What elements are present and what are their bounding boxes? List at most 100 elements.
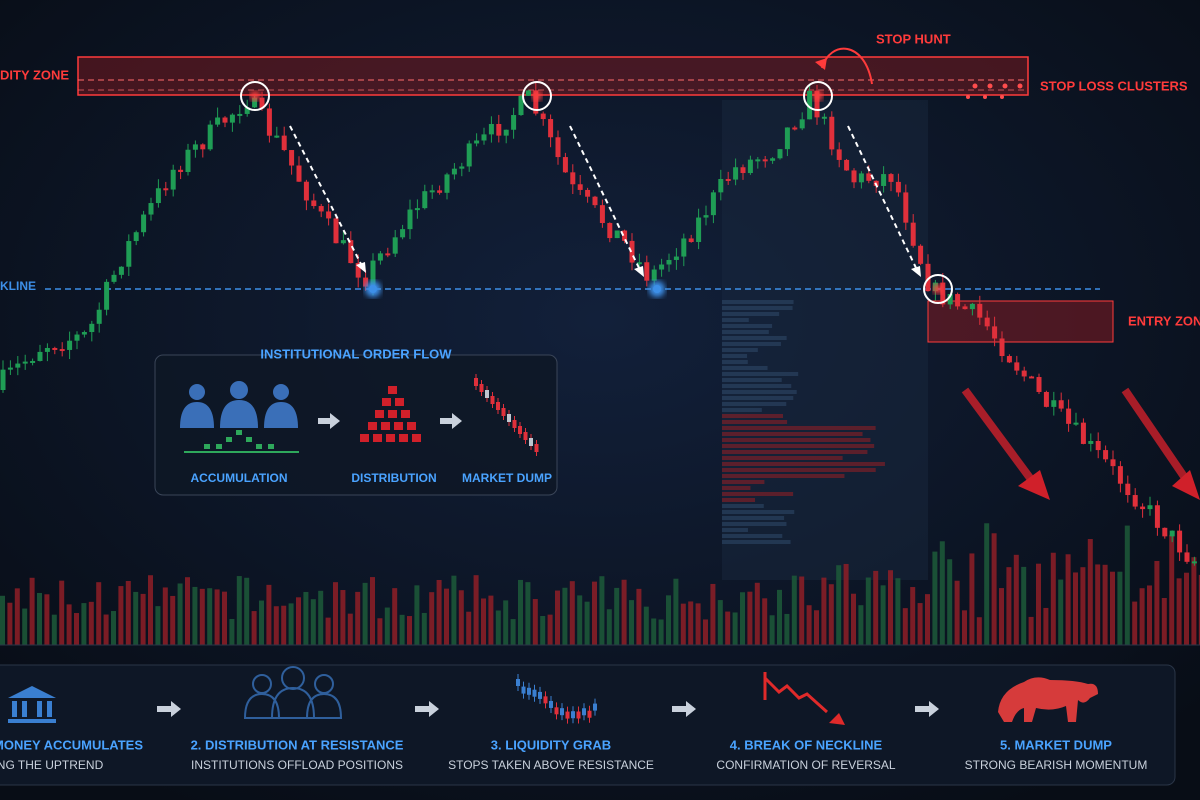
volume-bar <box>1013 554 1019 645</box>
volume-bar <box>769 615 775 645</box>
profile-bar <box>722 438 871 442</box>
volume-bar <box>1124 525 1130 645</box>
candle-body <box>466 143 472 167</box>
volume-bar <box>592 581 597 645</box>
candle-body <box>52 347 58 350</box>
volume-bar <box>333 582 338 645</box>
candle-body <box>540 113 546 120</box>
people-icon <box>180 381 298 428</box>
volume-bar <box>7 602 13 645</box>
candle-body <box>274 135 280 138</box>
volume-bar <box>281 605 287 645</box>
candle-body <box>1021 370 1027 377</box>
peak-dots <box>250 91 943 294</box>
candle-body <box>355 263 361 278</box>
candle-body <box>200 144 206 150</box>
candle-body <box>659 264 665 270</box>
candle-body <box>1043 391 1049 407</box>
volume-bar <box>1154 560 1160 645</box>
arrow-heads <box>356 262 921 277</box>
mini-body <box>576 711 581 719</box>
candle-body <box>1080 422 1086 444</box>
volume-bar <box>288 603 294 645</box>
candle-body <box>444 174 450 193</box>
candle-body <box>807 90 813 120</box>
candle-body <box>1103 450 1109 460</box>
volume-bar <box>458 590 464 645</box>
volume-bar <box>658 619 664 645</box>
candle-body <box>1036 377 1042 392</box>
volume-bar <box>407 616 412 645</box>
distribution-pyramid <box>360 386 421 442</box>
candle-body <box>725 178 731 181</box>
stage-label: DISTRIBUTION <box>351 471 436 485</box>
volume-bar <box>643 606 649 645</box>
candle-body <box>511 115 517 130</box>
volume-bar <box>192 586 198 645</box>
candle-body <box>237 113 243 116</box>
candle-body <box>918 245 924 264</box>
candle-body <box>821 116 827 119</box>
volume-bar <box>44 594 50 645</box>
volume-bar <box>74 613 79 645</box>
volume-bar <box>236 576 242 645</box>
candle-body <box>215 117 221 125</box>
break-icon <box>763 672 829 714</box>
volume-bar <box>495 610 501 645</box>
candle-body <box>44 347 50 352</box>
volume-bar <box>1117 571 1123 645</box>
candle-body <box>118 266 124 275</box>
candle-body <box>451 168 457 175</box>
volume-bar <box>244 577 250 645</box>
volume-bar <box>999 588 1004 645</box>
step-subtitle: STOPS TAKEN ABOVE RESISTANCE <box>448 758 654 772</box>
volume-bar <box>14 588 20 645</box>
candle-body <box>903 192 909 223</box>
volume-bar <box>695 603 701 645</box>
volume-bar <box>636 588 642 645</box>
mini-body <box>534 444 539 452</box>
volume-bar <box>1065 554 1071 645</box>
candle-body <box>192 144 198 150</box>
volume-bar <box>895 578 901 645</box>
candle-body <box>496 124 502 136</box>
mini-body <box>516 679 520 687</box>
profile-bar <box>722 390 797 394</box>
profile-bar <box>722 318 749 322</box>
candle-body <box>407 209 413 230</box>
volume-bar <box>784 613 790 645</box>
volume-bar <box>984 523 990 645</box>
profile-bar <box>722 462 885 466</box>
volume-bar <box>1110 571 1115 645</box>
volume-bar <box>222 591 227 645</box>
volume-bar <box>651 618 657 645</box>
volume-bar <box>747 591 753 645</box>
candle-body <box>229 114 235 123</box>
volume-bar <box>1147 585 1152 645</box>
volume-bar <box>732 612 738 645</box>
candle-body <box>207 124 213 150</box>
volume-bar <box>932 551 938 645</box>
dump-arrows <box>961 387 1200 500</box>
volume-bar <box>1087 539 1093 645</box>
volume-bar <box>148 575 153 645</box>
candle-body <box>340 240 346 244</box>
candle-body <box>370 260 376 287</box>
candle-body <box>1184 552 1190 562</box>
step-title: 5. MARKET DUMP <box>1000 737 1112 752</box>
candle-body <box>1051 400 1057 407</box>
candle-body <box>718 178 724 193</box>
mini-body <box>507 414 511 422</box>
mini-body <box>565 711 570 719</box>
volume-bar <box>606 609 612 645</box>
profile-bar <box>722 312 780 316</box>
candle-body <box>599 205 605 224</box>
profile-bar <box>722 426 876 430</box>
volume-bar <box>481 598 486 645</box>
candle-body <box>1029 376 1035 379</box>
mini-body <box>474 378 478 386</box>
profile-bar <box>722 534 783 538</box>
volume-bar <box>384 607 390 645</box>
candle-body <box>555 137 561 158</box>
